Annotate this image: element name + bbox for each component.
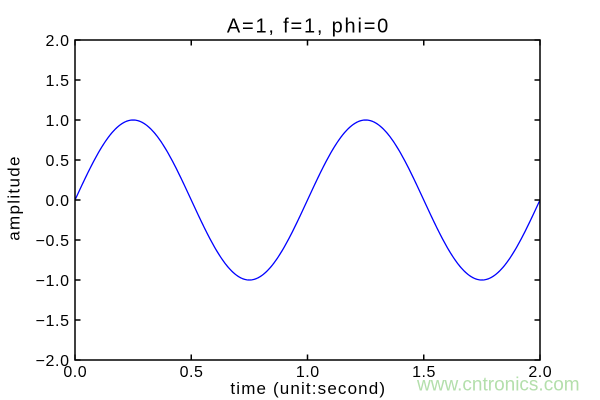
svg-text:1.5: 1.5 xyxy=(46,73,70,90)
svg-text:time (unit:second): time (unit:second) xyxy=(230,379,386,398)
svg-text:−2.0: −2.0 xyxy=(36,353,70,370)
svg-text:2.0: 2.0 xyxy=(46,33,70,50)
svg-text:−0.5: −0.5 xyxy=(36,233,70,250)
svg-text:0.0: 0.0 xyxy=(63,364,87,381)
svg-text:A=1, f=1, phi=0: A=1, f=1, phi=0 xyxy=(227,16,390,38)
svg-text:0.5: 0.5 xyxy=(180,364,204,381)
svg-text:www.cntronics.com: www.cntronics.com xyxy=(416,375,580,396)
svg-text:1.5: 1.5 xyxy=(412,364,436,381)
svg-text:−1.5: −1.5 xyxy=(36,313,70,330)
svg-text:0.0: 0.0 xyxy=(46,193,70,210)
svg-text:amplitude: amplitude xyxy=(5,155,24,240)
svg-text:−1.0: −1.0 xyxy=(36,273,70,290)
svg-text:0.5: 0.5 xyxy=(46,153,70,170)
svg-text:1.0: 1.0 xyxy=(46,113,70,130)
svg-text:1.0: 1.0 xyxy=(296,364,320,381)
svg-text:2.0: 2.0 xyxy=(528,364,552,381)
